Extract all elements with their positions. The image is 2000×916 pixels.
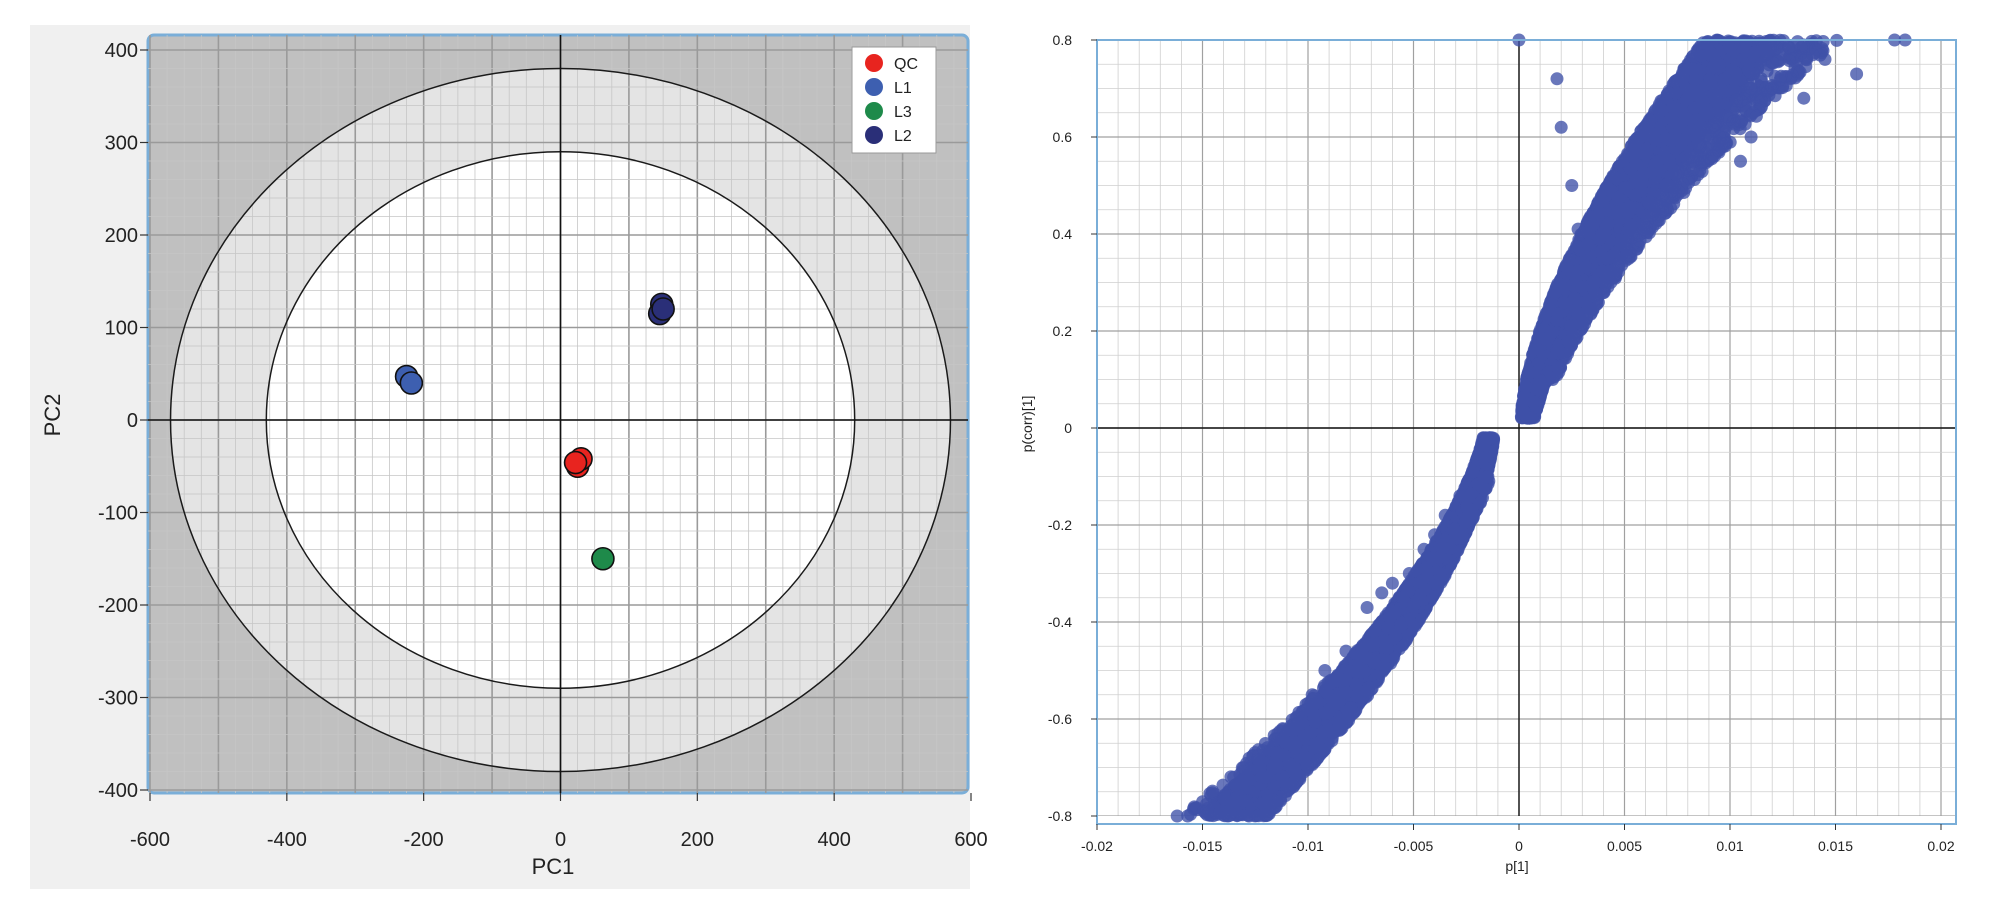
- y-tick-label: -200: [98, 595, 138, 617]
- legend-label: L2: [894, 128, 912, 145]
- point-cloud: [1170, 33, 1912, 823]
- y-tick-label: -300: [98, 688, 138, 710]
- y-tick-label: 100: [105, 318, 138, 340]
- legend-marker: [865, 54, 883, 72]
- y-tick-label: 200: [105, 225, 138, 247]
- x-tick-label: -600: [130, 829, 170, 851]
- loading-points: [1170, 33, 1912, 823]
- axes: [148, 35, 968, 793]
- legend-label: L1: [894, 80, 912, 97]
- y-tick-label: 400: [105, 40, 138, 62]
- y-tick-label: -400: [98, 780, 138, 802]
- x-tick-label: -200: [404, 829, 444, 851]
- x-tick-label: -400: [267, 829, 307, 851]
- y-tick-labels: 400 300 200 100 0 -100 -200 -300 -400: [98, 40, 148, 802]
- score-point-l3: [591, 546, 615, 571]
- x-tick-label: 600: [954, 829, 987, 851]
- legend: QC L1 L3 L2: [851, 46, 937, 154]
- s-plot: -0.02 -0.015 -0.01 -0.005 0 0.005 0.01 0.015 0.0…: [1000, 25, 1975, 889]
- legend-label: L3: [894, 104, 912, 121]
- legend-marker: [865, 126, 883, 144]
- x-tick-labels: -600 -400 -200 0 200 400 600: [130, 793, 988, 851]
- x-tick-label: 200: [681, 829, 714, 851]
- legend-label: QC: [894, 56, 918, 73]
- x-tick-label: 400: [817, 829, 850, 851]
- y-tick-label: -100: [98, 503, 138, 525]
- x-axis-label: PC1: [532, 854, 575, 879]
- y-tick-label: 0: [127, 410, 138, 432]
- pca-score-plot: -600 -400 -200 0 200 400 600 400 300 200 100 0 -100…: [30, 25, 988, 889]
- score-point-l1: [399, 371, 424, 395]
- y-axis-label: PC2: [40, 394, 65, 437]
- score-points: [394, 292, 675, 571]
- grid-lines: [148, 35, 968, 793]
- score-point-qc: [563, 450, 588, 475]
- x-tick-label: 0: [555, 829, 566, 851]
- legend-marker: [865, 78, 883, 96]
- legend-marker: [865, 102, 883, 120]
- score-point-l2: [651, 297, 675, 321]
- axes: [1097, 40, 1956, 816]
- y-tick-label: 300: [105, 133, 138, 155]
